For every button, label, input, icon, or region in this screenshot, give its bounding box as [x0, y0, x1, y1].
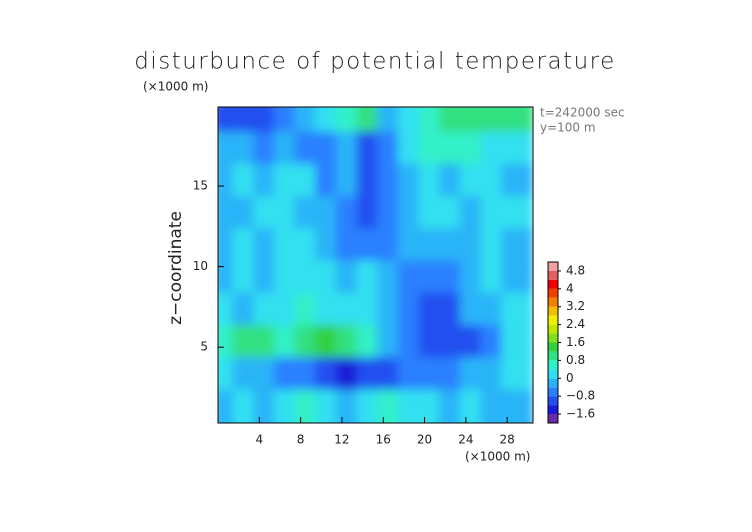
colorbar-band — [548, 306, 558, 316]
colorbar-band — [548, 262, 558, 271]
colorbar-band — [548, 288, 558, 298]
y-unit: (×1000 m) — [143, 80, 208, 94]
field-cell — [501, 389, 533, 423]
x-tick-label: 20 — [417, 433, 432, 447]
y-tick-label: 15 — [193, 179, 208, 193]
x-tick-label: 12 — [334, 433, 349, 447]
annotation: y=100 m — [540, 121, 596, 135]
axes: 4 8 12 16 20 24 28 5 10 15 −1.6 −0.8 0 0.8 1.6 2.4 3.2 4 4… — [193, 106, 595, 447]
y-axis-label: z−coordinate — [166, 211, 186, 325]
colorbar-band — [548, 342, 558, 352]
colorbar-label: 4.8 — [566, 263, 585, 277]
y-tick-label: 5 — [200, 340, 208, 354]
colorbar-band — [548, 396, 558, 406]
colorbar-label: −1.6 — [566, 407, 595, 421]
colorbar-label: −0.8 — [566, 389, 595, 403]
colorbar-label: 1.6 — [566, 335, 585, 349]
x-unit: (×1000 m) — [465, 450, 530, 464]
colorbar-label: 4 — [566, 281, 574, 295]
colorbar-band — [548, 378, 558, 388]
colorbar-band — [548, 297, 558, 307]
colorbar-band — [548, 279, 558, 289]
x-tick-label: 8 — [297, 433, 305, 447]
colorbar-band — [548, 405, 558, 415]
colorbar-label: 0.8 — [566, 353, 585, 367]
colorbar-band — [548, 315, 558, 325]
colorbar-band — [548, 270, 558, 280]
colorbar-band — [548, 414, 558, 423]
colorbar-label: 3.2 — [566, 299, 585, 313]
colorbar-band — [548, 387, 558, 397]
colorbar-band — [548, 333, 558, 343]
y-tick-label: 10 — [193, 259, 208, 273]
colorbar-band — [548, 360, 558, 370]
colorbar-label: 2.4 — [566, 317, 585, 331]
colorbar-band — [548, 324, 558, 334]
annotation: t=242000 sec — [540, 106, 625, 120]
field-cells — [218, 107, 533, 423]
chart-title: disturbunce of potential temperature — [134, 49, 616, 75]
colorbar-band — [548, 369, 558, 379]
colorbar-label: 0 — [566, 371, 574, 385]
x-tick-label: 16 — [376, 433, 391, 447]
colorbar-band — [548, 351, 558, 361]
x-tick-label: 24 — [458, 433, 473, 447]
x-tick-label: 28 — [500, 433, 515, 447]
x-tick-label: 4 — [255, 433, 263, 447]
plot-frame — [217, 106, 534, 424]
field — [218, 107, 533, 423]
